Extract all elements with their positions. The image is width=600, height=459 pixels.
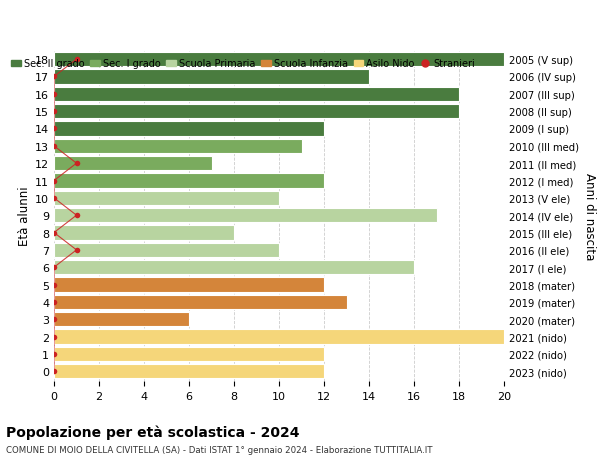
Text: Popolazione per età scolastica - 2024: Popolazione per età scolastica - 2024	[6, 425, 299, 439]
Bar	[54, 243, 279, 257]
Bar	[54, 330, 504, 344]
Bar	[54, 122, 324, 136]
Bar	[54, 278, 324, 292]
Bar	[54, 174, 324, 188]
Bar	[54, 313, 189, 327]
Bar	[54, 226, 234, 240]
Bar	[54, 347, 324, 361]
Y-axis label: Anni di nascita: Anni di nascita	[583, 172, 596, 259]
Bar	[54, 70, 369, 84]
Legend: Sec. II grado, Sec. I grado, Scuola Primaria, Scuola Infanzia, Asilo Nido, Stran: Sec. II grado, Sec. I grado, Scuola Prim…	[7, 56, 479, 73]
Bar	[54, 209, 437, 223]
Y-axis label: Età alunni: Età alunni	[18, 186, 31, 246]
Bar	[54, 140, 302, 154]
Bar	[54, 191, 279, 206]
Text: COMUNE DI MOIO DELLA CIVITELLA (SA) - Dati ISTAT 1° gennaio 2024 - Elaborazione : COMUNE DI MOIO DELLA CIVITELLA (SA) - Da…	[6, 445, 433, 454]
Bar	[54, 105, 459, 119]
Bar	[54, 53, 504, 67]
Bar	[54, 88, 459, 102]
Bar	[54, 295, 347, 309]
Bar	[54, 261, 414, 275]
Bar	[54, 157, 212, 171]
Bar	[54, 364, 324, 379]
